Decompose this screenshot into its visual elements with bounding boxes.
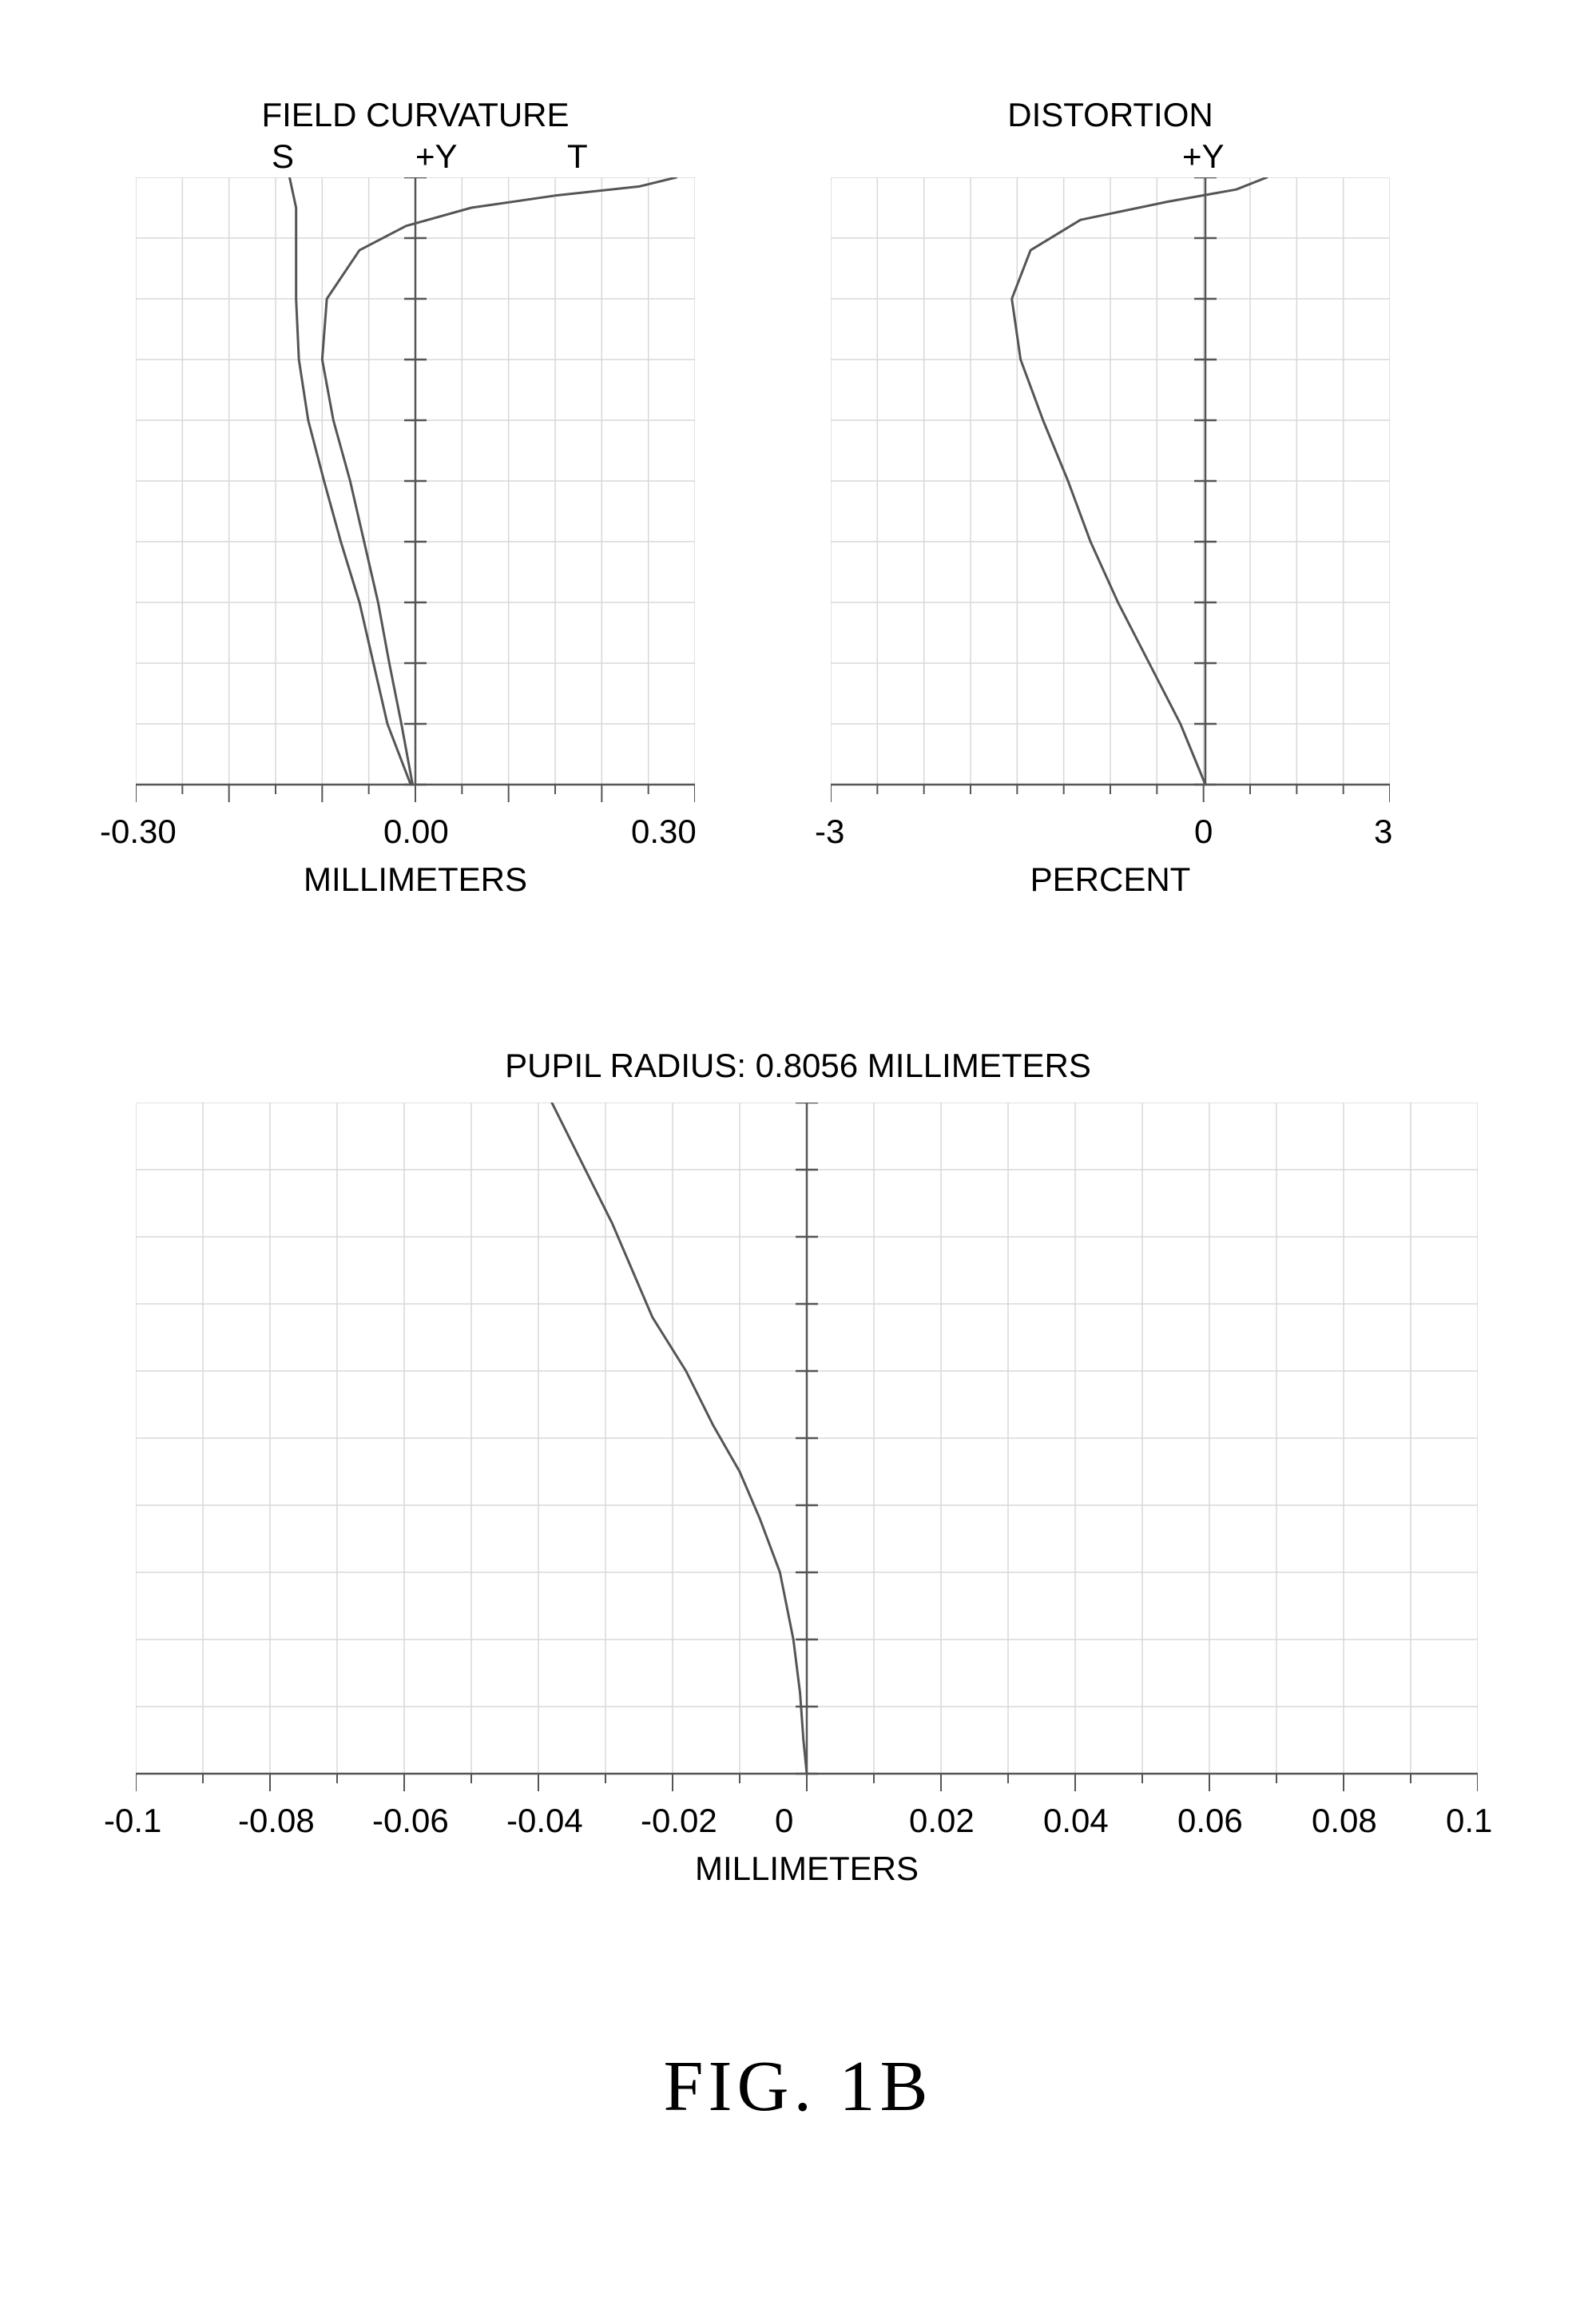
tick-label: -0.08 xyxy=(238,1802,315,1840)
label-t: T xyxy=(567,137,588,176)
field-curvature-xlabel: MILLIMETERS xyxy=(136,860,695,899)
aberration-xlabel: MILLIMETERS xyxy=(136,1850,1478,1888)
distortion-xlabel: PERCENT xyxy=(831,860,1390,899)
tick-label: 0.00 xyxy=(383,813,449,851)
field-curvature-svg xyxy=(136,177,695,809)
tick-label: 3 xyxy=(1374,813,1392,851)
field-curvature-sublabels: S +Y T xyxy=(136,137,695,177)
tick-label: 0.30 xyxy=(631,813,697,851)
label-s: S xyxy=(272,137,294,176)
tick-label: 0.06 xyxy=(1177,1802,1243,1840)
field-curvature-chart: FIELD CURVATURE S +Y T -0.30 0.00 0.30 M… xyxy=(136,96,695,899)
distortion-title: DISTORTION xyxy=(831,96,1390,134)
page: FIELD CURVATURE S +Y T -0.30 0.00 0.30 M… xyxy=(0,0,1596,2305)
distortion-svg xyxy=(831,177,1390,809)
pupil-radius-title: PUPIL RADIUS: 0.8056 MILLIMETERS xyxy=(0,1047,1596,1085)
label-plus-y: +Y xyxy=(415,137,458,176)
tick-label: 0.02 xyxy=(909,1802,975,1840)
tick-label: -0.1 xyxy=(104,1802,161,1840)
distortion-sublabels: +Y xyxy=(831,137,1390,177)
distortion-chart: DISTORTION +Y -3 0 3 PERCENT xyxy=(831,96,1390,899)
label-plus-y: +Y xyxy=(1182,137,1225,176)
tick-label: 0.08 xyxy=(1312,1802,1377,1840)
tick-label: -3 xyxy=(815,813,844,851)
tick-label: 0.04 xyxy=(1043,1802,1109,1840)
aberration-svg xyxy=(136,1103,1478,1798)
tick-label: 0 xyxy=(775,1802,793,1840)
aberration-ticklabels: -0.1-0.08-0.06-0.04-0.0200.020.040.060.0… xyxy=(136,1802,1478,1842)
aberration-chart: -0.1-0.08-0.06-0.04-0.0200.020.040.060.0… xyxy=(136,1103,1478,1888)
figure-caption: FIG. 1B xyxy=(0,2045,1596,2128)
tick-label: -0.06 xyxy=(372,1802,449,1840)
tick-label: 0 xyxy=(1194,813,1213,851)
tick-label: -0.30 xyxy=(100,813,177,851)
field-curvature-title: FIELD CURVATURE xyxy=(136,96,695,134)
tick-label: 0.1 xyxy=(1446,1802,1492,1840)
field-curvature-ticklabels: -0.30 0.00 0.30 xyxy=(136,813,695,852)
top-charts-row: FIELD CURVATURE S +Y T -0.30 0.00 0.30 M… xyxy=(0,96,1596,935)
tick-label: -0.04 xyxy=(506,1802,583,1840)
tick-label: -0.02 xyxy=(641,1802,717,1840)
distortion-ticklabels: -3 0 3 xyxy=(831,813,1390,852)
